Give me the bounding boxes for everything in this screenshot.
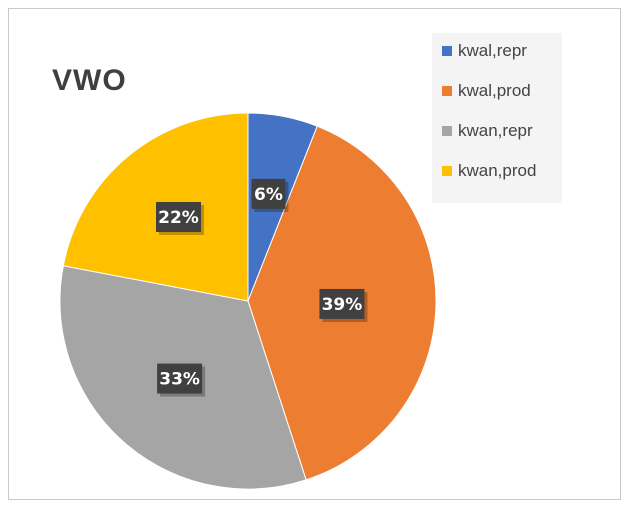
data-label: 6%: [251, 178, 289, 212]
pie-slice-kwan-prod: [62, 112, 249, 302]
legend-swatch: [442, 46, 452, 56]
legend: kwal,repr kwal,prod kwan,repr kwan,prod: [432, 33, 562, 203]
legend-item-kwan-prod: kwan,prod: [442, 159, 536, 183]
legend-item-kwal-repr: kwal,repr: [442, 39, 527, 63]
legend-swatch: [442, 86, 452, 96]
legend-item-kwan-repr: kwan,repr: [442, 119, 533, 143]
data-label-text: 39%: [322, 295, 363, 315]
data-label: 39%: [319, 288, 368, 322]
data-label-text: 6%: [254, 185, 283, 205]
chart-title: VWO: [52, 64, 127, 97]
data-label: 22%: [155, 201, 204, 235]
data-label-text: 33%: [159, 370, 200, 390]
data-label-box: [319, 288, 365, 319]
legend-label: kwal,prod: [458, 81, 531, 100]
legend-label: kwan,repr: [458, 121, 533, 140]
data-label: 33%: [157, 363, 206, 397]
legend-label: kwal,repr: [458, 41, 527, 60]
data-label-box: [251, 178, 286, 209]
legend-item-kwal-prod: kwal,prod: [442, 79, 531, 103]
data-label-box: [157, 363, 203, 394]
data-label-text: 22%: [158, 208, 199, 228]
legend-label: kwan,prod: [458, 161, 537, 180]
data-label-box: [155, 201, 201, 232]
legend-swatch: [442, 166, 452, 176]
legend-swatch: [442, 126, 452, 136]
